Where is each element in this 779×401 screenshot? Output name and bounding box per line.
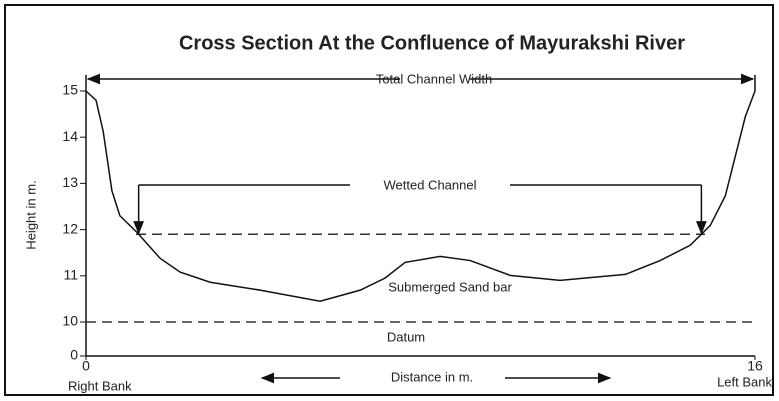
chart-title: Cross Section At the Confluence of Mayur… <box>179 32 685 54</box>
profile-line <box>85 90 756 302</box>
x-tick-label: 0 <box>82 358 90 374</box>
y-tick-label: 12 <box>62 220 78 236</box>
annotation: Total Channel Width <box>376 71 492 86</box>
y-tick-label: 13 <box>62 174 78 190</box>
y-tick-label: 0 <box>70 347 78 363</box>
y-tick-label: 10 <box>62 313 78 329</box>
left-bank-label: Right Bank <box>68 378 132 393</box>
y-tick-label: 11 <box>63 267 78 283</box>
right-bank-label: Left Bank <box>717 374 772 389</box>
x-tick-label: 16 <box>747 358 763 374</box>
y-tick-label: 15 <box>62 82 78 98</box>
y-tick-label: 14 <box>62 128 78 144</box>
x-axis-label: Distance in m. <box>391 369 473 384</box>
annotation: Wetted Channel <box>384 177 477 192</box>
datum-label: Datum <box>387 329 425 344</box>
frame <box>4 4 774 396</box>
y-axis-label: Height in m. <box>23 180 38 249</box>
annotation: Submerged Sand bar <box>388 279 512 294</box>
